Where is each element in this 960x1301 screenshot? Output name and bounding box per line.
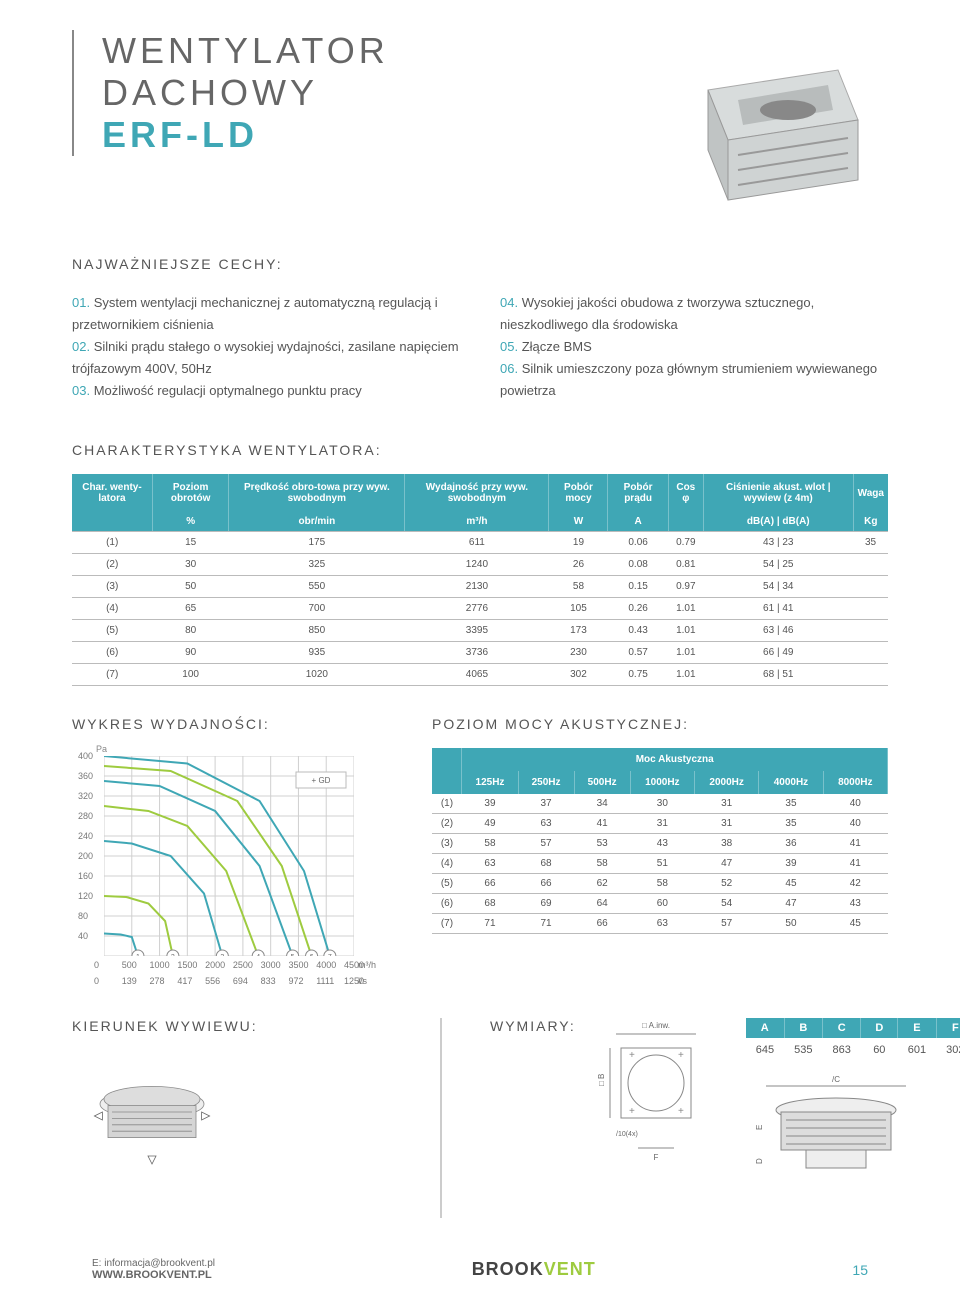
dim-diagram-top: □ A.inw. + + + + □ B /10(4x) F	[596, 1018, 716, 1168]
table-unit	[72, 512, 152, 532]
table-header: Wydajność przy wyw. swobodnym	[405, 474, 549, 512]
table-header: 125Hz	[462, 771, 518, 794]
table-unit: %	[152, 512, 228, 532]
title-line-1: WENTYLATOR	[102, 30, 389, 72]
svg-text:E: E	[755, 1125, 764, 1130]
table-row: (5)8085033951730.431.0163 | 46	[72, 620, 888, 642]
svg-text:+: +	[678, 1050, 684, 1061]
table-header: F	[936, 1018, 960, 1038]
table-header: 4000Hz	[759, 771, 823, 794]
svg-text:2: 2	[171, 954, 175, 956]
title-line-3: ERF-LD	[102, 114, 389, 156]
table-row: (4)6570027761050.261.0161 | 41	[72, 598, 888, 620]
dim-diagram-side: /C E D	[746, 1072, 926, 1182]
table-row: (6)68696460544743	[432, 894, 888, 914]
table-header: D	[861, 1018, 898, 1038]
table-row: (2)49634131313540	[432, 814, 888, 834]
svg-text:7: 7	[328, 954, 332, 956]
table-row: (3)58575343383641	[432, 834, 888, 854]
acoustic-top-header: Moc Akustyczna	[462, 748, 888, 771]
feature-item: 02. Silniki prądu stałego o wysokiej wyd…	[72, 336, 460, 380]
footer-web: WWW.BROOKVENT.PL	[92, 1269, 215, 1281]
feature-item: 04. Wysokiej jakości obudowa z tworzywa …	[500, 292, 888, 336]
feature-item: 01. System wentylacji mechanicznej z aut…	[72, 292, 460, 336]
brand-part-1: BROOK	[472, 1259, 544, 1279]
table-row: (5)66666258524542	[432, 874, 888, 894]
svg-text:+: +	[629, 1050, 635, 1061]
table-header: A	[746, 1018, 784, 1038]
table-row: (6)9093537362300.571.0166 | 49	[72, 642, 888, 664]
table-row: (1)39373430313540	[432, 794, 888, 814]
table-header: E	[898, 1018, 936, 1038]
dim-heading: WYMIARY:	[490, 1018, 576, 1034]
table-header: Pobór mocy	[549, 474, 608, 512]
svg-text:5: 5	[291, 954, 295, 956]
table-header: Waga	[853, 474, 888, 512]
table-header: C	[822, 1018, 860, 1038]
table-header: 1000Hz	[630, 771, 694, 794]
svg-text:□ B: □ B	[597, 1074, 606, 1086]
svg-text:+ GD: + GD	[312, 776, 331, 785]
table-header: 250Hz	[518, 771, 574, 794]
table-header: Poziom obrotów	[152, 474, 228, 512]
table-row: (4)63685851473941	[432, 854, 888, 874]
table-row: (2)303251240260.080.8154 | 25	[72, 554, 888, 576]
title-line-2: DACHOWY	[102, 72, 389, 114]
svg-text:D: D	[755, 1158, 764, 1164]
svg-text:F: F	[653, 1153, 658, 1162]
y-axis-title: Pa	[96, 744, 107, 754]
table-unit: A	[608, 512, 668, 532]
feature-item: 05. Złącze BMS	[500, 336, 888, 358]
svg-text:1: 1	[136, 954, 140, 956]
table-row: (7)71716663575045	[432, 914, 888, 934]
svg-text:/10(4x): /10(4x)	[616, 1131, 638, 1138]
table-header: Char. wenty-latora	[72, 474, 152, 512]
svg-text:+: +	[678, 1106, 684, 1117]
table-row: (3)505502130580.150.9754 | 34	[72, 576, 888, 598]
table-unit: W	[549, 512, 608, 532]
table-header: 2000Hz	[694, 771, 758, 794]
performance-chart: Pa 4003603202802402001601208040 1234567+…	[72, 748, 362, 988]
svg-text:/C: /C	[832, 1075, 840, 1084]
table-header: 500Hz	[574, 771, 630, 794]
footer-brand: BROOKVENT	[472, 1259, 596, 1280]
table-unit	[668, 512, 703, 532]
characteristics-table: Char. wenty-latoraPoziom obrotówPrędkość…	[72, 474, 888, 686]
product-image	[658, 30, 888, 230]
brand-part-2: VENT	[544, 1259, 596, 1279]
acoustic-heading: POZIOM MOCY AKUSTYCZNEJ:	[432, 716, 888, 732]
table-unit: dB(A) | dB(A)	[703, 512, 853, 532]
title-block: WENTYLATOR DACHOWY ERF-LD	[72, 30, 389, 156]
dimensions-table: ABCDEF 64553586360601302	[746, 1018, 960, 1062]
table-unit: m³/h	[405, 512, 549, 532]
table-header: Pobór prądu	[608, 474, 668, 512]
table-row: (7)100102040653020.751.0168 | 51	[72, 664, 888, 686]
features-list: 01. System wentylacji mechanicznej z aut…	[72, 292, 888, 402]
footer-contact: E: informacja@brookvent.pl WWW.BROOKVENT…	[92, 1258, 215, 1281]
table-header: 8000Hz	[823, 771, 887, 794]
exhaust-diagram	[72, 1050, 232, 1190]
table-row: (1)15175611190.060.7943 | 2335	[72, 532, 888, 554]
svg-text:+: +	[629, 1106, 635, 1117]
svg-text:3: 3	[220, 954, 224, 956]
chart-heading: WYKRES WYDAJNOŚCI:	[72, 716, 392, 732]
table-unit: Kg	[853, 512, 888, 532]
char-heading: CHARAKTERYSTYKA WENTYLATORA:	[72, 442, 888, 458]
table-header: Prędkość obro-towa przy wyw. swobodnym	[229, 474, 405, 512]
features-heading: NAJWAŻNIEJSZE CECHY:	[72, 256, 888, 272]
table-header: Ciśnienie akust. wlot | wywiew (z 4m)	[703, 474, 853, 512]
svg-text:4: 4	[256, 954, 260, 956]
page-number: 15	[852, 1262, 868, 1278]
svg-text:□ A.inw.: □ A.inw.	[642, 1021, 670, 1030]
table-header: Cos φ	[668, 474, 703, 512]
acoustic-table: Moc Akustyczna 125Hz250Hz500Hz1000Hz2000…	[432, 748, 888, 934]
table-unit: obr/min	[229, 512, 405, 532]
feature-item: 03. Możliwość regulacji optymalnego punk…	[72, 380, 460, 402]
table-header: B	[784, 1018, 822, 1038]
exhaust-heading: KIERUNEK WYWIEWU:	[72, 1018, 392, 1034]
feature-item: 06. Silnik umieszczony poza głównym stru…	[500, 358, 888, 402]
svg-text:6: 6	[310, 954, 314, 956]
